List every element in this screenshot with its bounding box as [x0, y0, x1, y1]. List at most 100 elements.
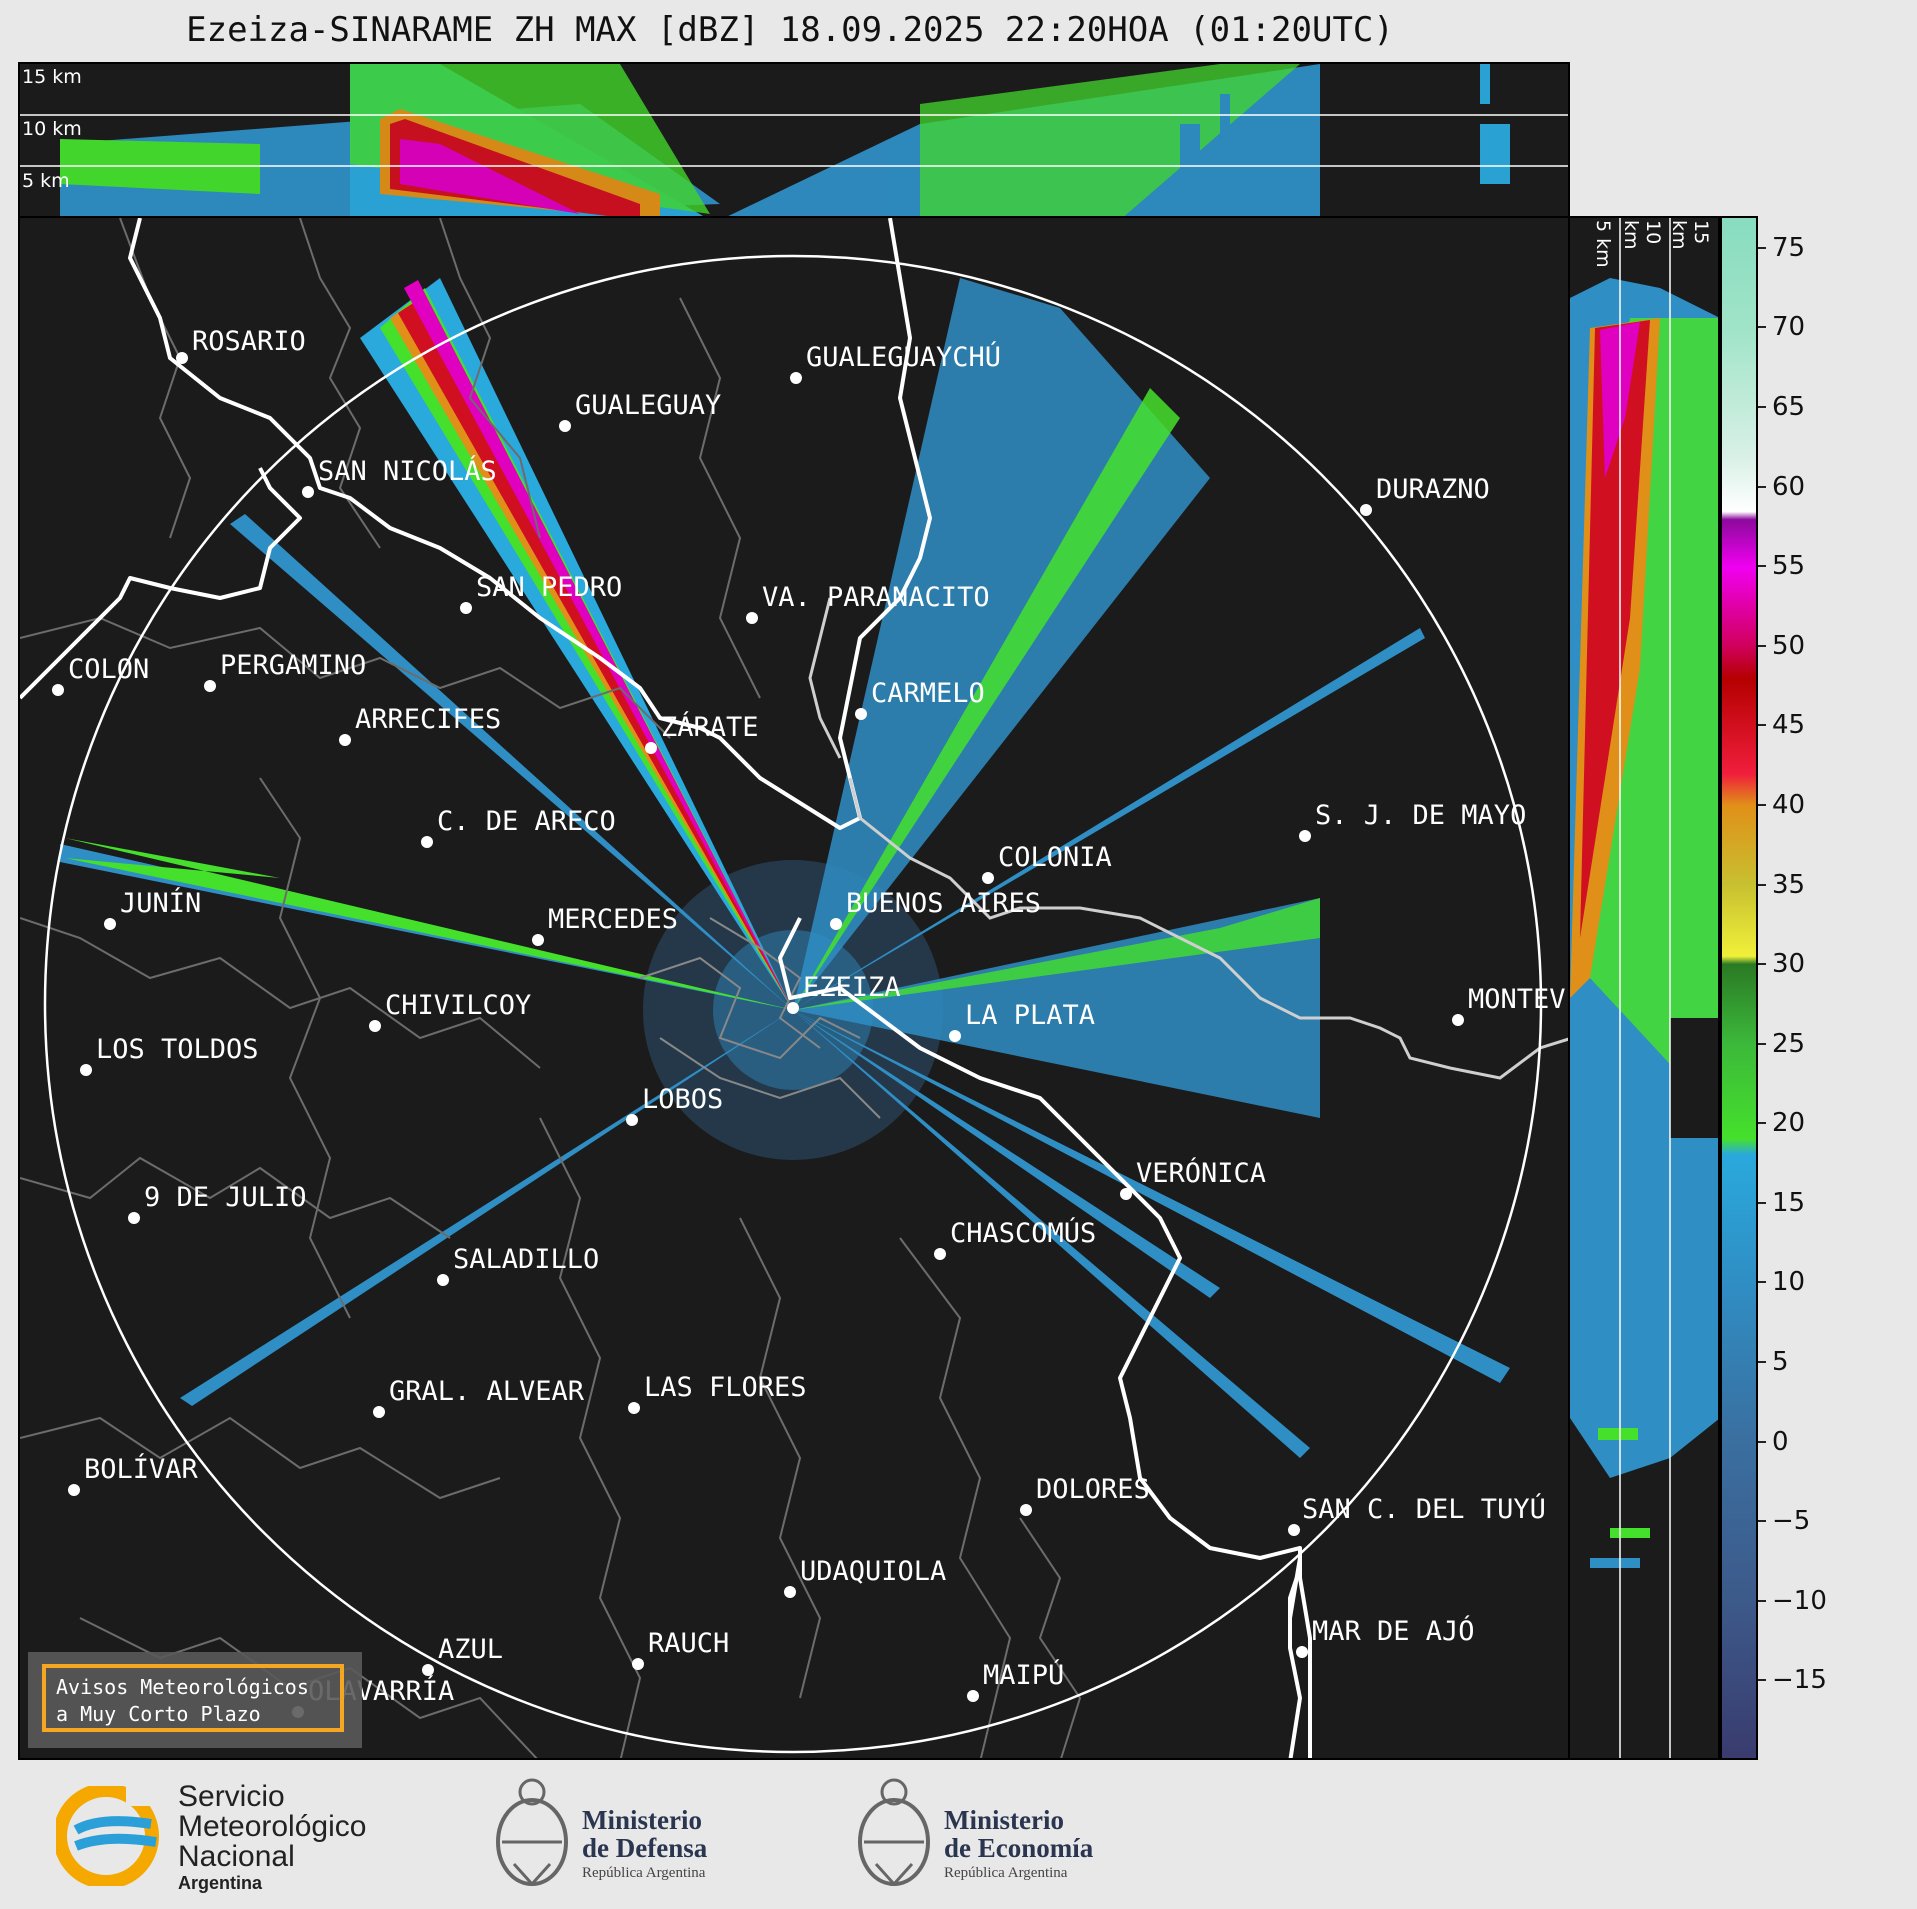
- city-dot-lobos: [626, 1114, 638, 1126]
- coastline: [20, 218, 1312, 1758]
- city-dot-las-flores: [628, 1402, 640, 1414]
- city-dot-maipu: [967, 1690, 979, 1702]
- city-label-san-nicolas: SAN NICOLÁS: [318, 455, 497, 487]
- economia-text: Ministerio de Economía República Argenti…: [944, 1806, 1093, 1884]
- city-dot-chascomus: [934, 1248, 946, 1260]
- smn-line-4: Argentina: [178, 1873, 263, 1893]
- echo-ray-ene: [793, 628, 1425, 1010]
- city-label-durazno: DURAZNO: [1376, 474, 1490, 505]
- colorbar-tick: [1758, 644, 1766, 647]
- smn-logo-text: Servicio Meteorológico Nacional Argentin…: [178, 1782, 366, 1894]
- echo-ray-ese: [793, 1010, 1510, 1383]
- colorbar-tick: [1758, 1281, 1766, 1284]
- city-dot-9-de-julio: [128, 1212, 140, 1224]
- city-label-mar-de-ajo: MAR DE AJÓ: [1312, 1615, 1475, 1647]
- warning-line-1: Avisos Meteorológicos: [56, 1675, 309, 1699]
- colorbar-tick: [1758, 724, 1766, 727]
- city-label-saladillo: SALADILLO: [453, 1244, 599, 1275]
- echo-side-red: [1580, 320, 1650, 938]
- city-dot-veronica: [1120, 1188, 1132, 1200]
- colorbar-tick: [1758, 1042, 1766, 1045]
- colorbar-tick: [1758, 246, 1766, 249]
- city-label-arrecifes: ARRECIFES: [355, 704, 501, 735]
- echo-top-cell-a: [1180, 124, 1200, 184]
- echo-ray-wnw: [230, 514, 793, 1010]
- city-label-san-c-del-tuyu: SAN C. DEL TUYÚ: [1302, 1493, 1546, 1525]
- city-label-udaquiola: UDAQUIOLA: [800, 1556, 946, 1587]
- city-dot-arrecifes: [339, 734, 351, 746]
- city-label-9-de-julio: 9 DE JULIO: [144, 1182, 307, 1213]
- city-label-san-pedro: SAN PEDRO: [476, 572, 622, 603]
- colorbar-tick-label: 10: [1772, 1267, 1806, 1298]
- colorbar-tick-label: 20: [1772, 1108, 1806, 1139]
- smn-logo-icon: [56, 1786, 166, 1886]
- echo-field: [60, 278, 1510, 1458]
- city-label-zarate: ZÁRATE: [661, 711, 759, 743]
- chart-title: Ezeiza-SINARAME ZH MAX [dBZ] 18.09.2025 …: [186, 10, 1394, 50]
- smn-line-2: Meteorológico: [178, 1810, 367, 1843]
- city-label-s-j-de-mayo: S. J. DE MAYO: [1315, 800, 1526, 831]
- city-label-maipu: MAIPÚ: [983, 1659, 1064, 1691]
- alt-label-5km: 5 km: [22, 170, 70, 192]
- echo-side-cell-c: [1610, 1528, 1650, 1538]
- colorbar-tick: [1758, 1201, 1766, 1204]
- defensa-line-2: de Defensa: [582, 1833, 708, 1863]
- echo-top-cell-c: [1480, 64, 1490, 104]
- city-dot-mercedes: [532, 934, 544, 946]
- echo-fan-ne: [793, 278, 1210, 1010]
- echo-top-cell-b: [1220, 94, 1230, 134]
- city-label-ezeiza: EZEIZA: [803, 972, 901, 1003]
- city-dot-pergamino: [204, 680, 216, 692]
- city-dot-s-j-de-mayo: [1299, 830, 1311, 842]
- city-dot-gualeguaychu: [790, 372, 802, 384]
- colorbar-tick-label: 70: [1772, 312, 1806, 343]
- colorbar-tick: [1758, 1440, 1766, 1443]
- city-dot-san-nicolas: [302, 486, 314, 498]
- echo-side-cell-a: [1590, 1358, 1630, 1388]
- colorbar-tick-label: 40: [1772, 789, 1806, 820]
- city-dot-gualeguay: [559, 420, 571, 432]
- city-layer: ROSARIO GUALEGUAYCHÚ GUALEGUAY SAN NICOL…: [52, 326, 1570, 1718]
- warning-box[interactable]: Avisos Meteorológicos a Muy Corto Plazo: [28, 1652, 362, 1748]
- colorbar-tick-label: −5: [1772, 1506, 1811, 1537]
- radar-site-ezeiza: [787, 1002, 799, 1014]
- defensa-text: Ministerio de Defensa República Argentin…: [582, 1806, 707, 1884]
- echo-ray-sw: [180, 1010, 793, 1406]
- colorbar-tick-label: −15: [1772, 1665, 1827, 1696]
- city-dot-san-c-del-tuyu: [1288, 1524, 1300, 1536]
- colorbar-tick-label: 35: [1772, 869, 1806, 900]
- city-dot-chivilcoy: [369, 1020, 381, 1032]
- colorbar: [1720, 216, 1758, 1760]
- city-dot-colonia: [982, 872, 994, 884]
- side-cross-section: 5 km 10 km 15 km: [1568, 216, 1720, 1760]
- city-dot-junin: [104, 918, 116, 930]
- top-cross-section-svg: [20, 64, 1568, 216]
- city-dot-rosario: [176, 352, 188, 364]
- city-label-c-de-areco: C. DE ARECO: [437, 806, 616, 837]
- city-dot-va-paranacito: [746, 612, 758, 624]
- side-alt-label-15km: 15 km: [1668, 220, 1712, 250]
- metro-boundaries: [639, 917, 881, 1119]
- smn-line-1: Servicio: [178, 1780, 285, 1813]
- city-dot-udaquiola: [784, 1586, 796, 1598]
- echo-side-cell-b: [1598, 1428, 1638, 1440]
- range-ring: [43, 254, 1543, 1754]
- colorbar-tick-label: 60: [1772, 471, 1806, 502]
- colorbar-tick-label: 30: [1772, 949, 1806, 980]
- city-dot-san-pedro: [460, 602, 472, 614]
- city-label-montevideo: MONTEVIDEO: [1468, 984, 1570, 1015]
- uruguay-coast: [808, 597, 1568, 1080]
- top-cross-section: 15 km 10 km 5 km: [18, 62, 1570, 218]
- colorbar-tick: [1758, 485, 1766, 488]
- colorbar-tick-label: 55: [1772, 551, 1806, 582]
- alt-label-10km: 10 km: [22, 118, 82, 140]
- city-dot-saladillo: [437, 1274, 449, 1286]
- city-label-los-toldos: LOS TOLDOS: [96, 1034, 259, 1065]
- colorbar-tick: [1758, 803, 1766, 806]
- defensa-coat-of-arms-icon: [496, 1778, 568, 1887]
- colorbar-tick-label: 45: [1772, 710, 1806, 741]
- city-dot-rauch: [632, 1658, 644, 1670]
- echo-fan-ne-green: [793, 388, 1180, 1010]
- city-dot-mar-de-ajo: [1296, 1646, 1308, 1658]
- echo-side-gap: [1670, 1018, 1718, 1138]
